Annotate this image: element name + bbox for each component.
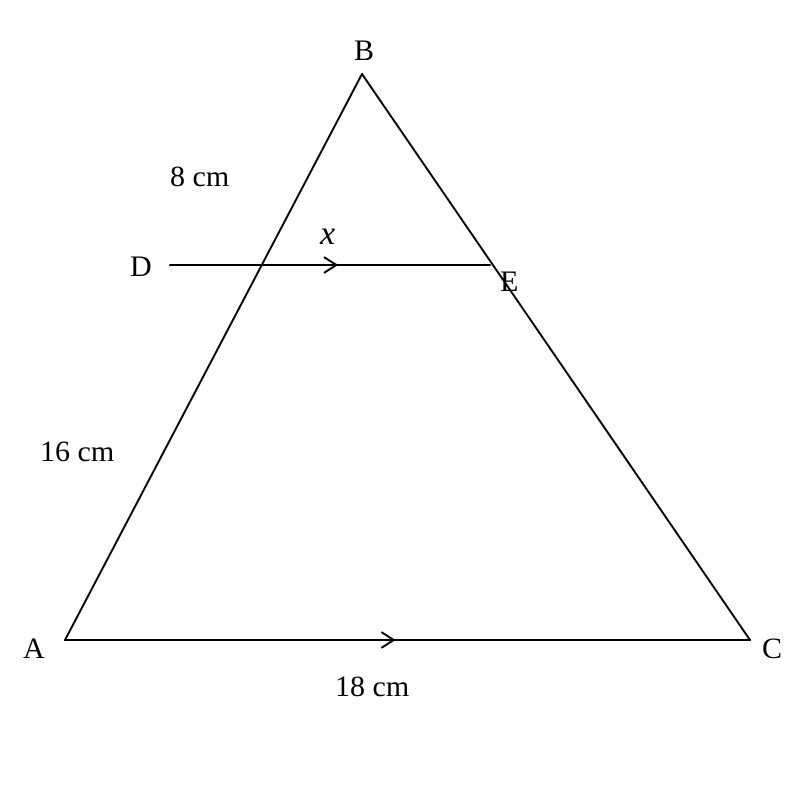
triangle-diagram [0,0,800,785]
vertex-label-a: A [23,632,45,666]
vertex-label-d: D [130,250,152,284]
length-label-bd: 8 cm [170,160,229,194]
vertex-label-c: C [762,632,782,666]
length-label-de: x [320,215,335,253]
vertex-label-e: E [500,265,518,299]
length-label-da: 16 cm [40,435,114,469]
vertex-label-b: B [354,34,374,68]
length-label-ac: 18 cm [335,670,409,704]
